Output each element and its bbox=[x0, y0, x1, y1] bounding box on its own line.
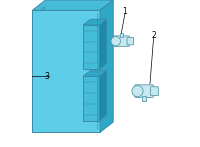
FancyBboxPatch shape bbox=[113, 36, 130, 46]
Circle shape bbox=[132, 86, 143, 97]
Circle shape bbox=[111, 36, 120, 46]
Polygon shape bbox=[83, 76, 99, 121]
Polygon shape bbox=[142, 96, 146, 101]
Polygon shape bbox=[99, 71, 107, 121]
FancyBboxPatch shape bbox=[127, 37, 134, 45]
Polygon shape bbox=[32, 0, 113, 10]
Polygon shape bbox=[100, 0, 113, 132]
FancyBboxPatch shape bbox=[135, 85, 154, 97]
Polygon shape bbox=[83, 25, 99, 69]
Polygon shape bbox=[83, 71, 107, 76]
Polygon shape bbox=[99, 19, 107, 69]
Text: 2: 2 bbox=[151, 31, 156, 40]
Text: 3: 3 bbox=[44, 72, 49, 81]
Polygon shape bbox=[83, 19, 107, 25]
FancyBboxPatch shape bbox=[151, 87, 158, 96]
Polygon shape bbox=[120, 33, 123, 37]
Text: 1: 1 bbox=[123, 7, 127, 16]
Polygon shape bbox=[32, 10, 100, 132]
